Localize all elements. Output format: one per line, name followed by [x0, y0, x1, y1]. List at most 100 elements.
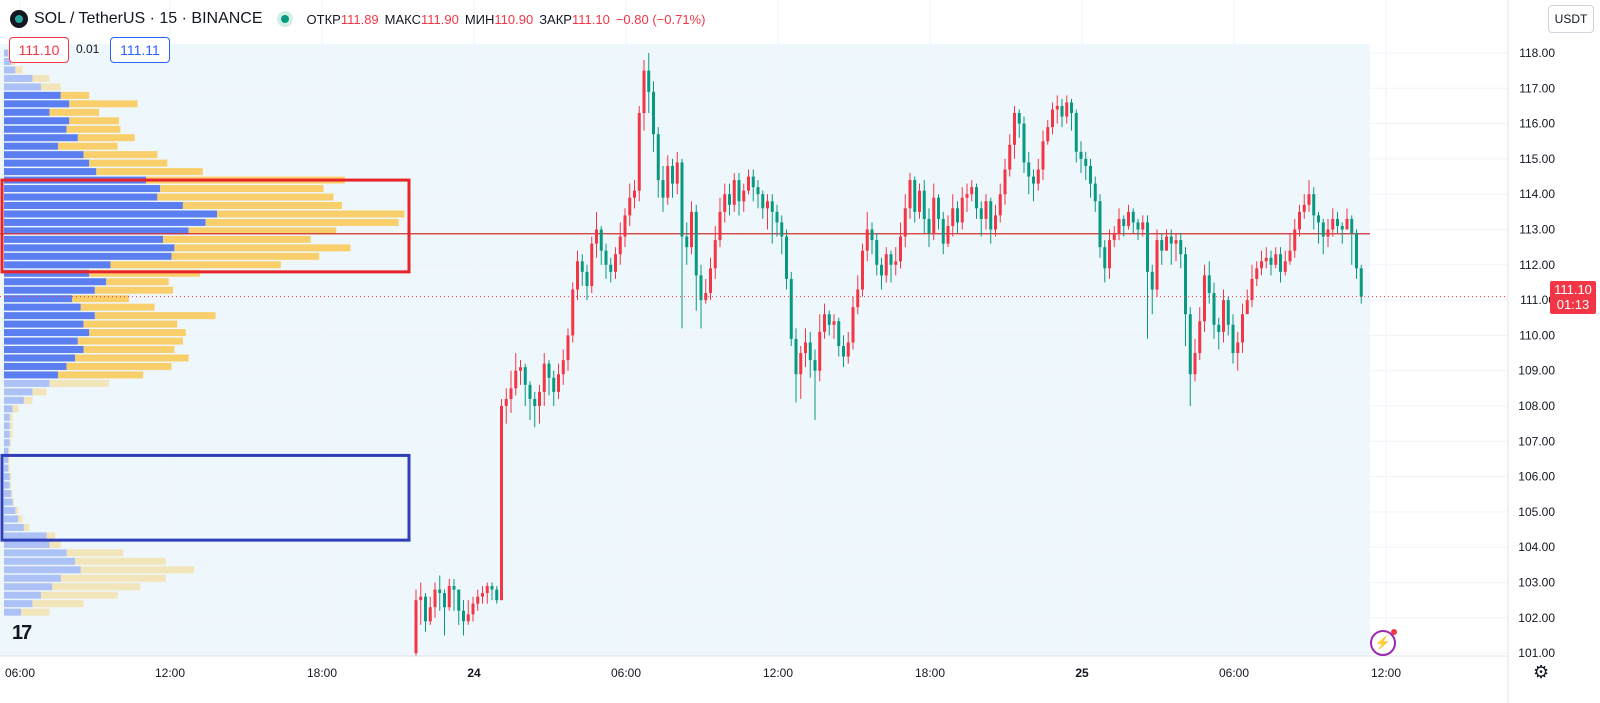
candle-body — [1336, 218, 1339, 226]
price-tick-label: 107.00 — [1518, 434, 1555, 448]
volume-profile-down-bar — [217, 210, 405, 218]
candle-body — [1155, 240, 1159, 290]
volume-profile-up-bar — [4, 244, 175, 252]
candle-body — [851, 307, 855, 343]
candle-body — [1245, 300, 1249, 315]
lightning-icon[interactable]: ⚡ — [1370, 629, 1397, 656]
volume-profile-down-bar — [49, 379, 110, 387]
candle-body — [870, 229, 874, 241]
time-tick-label: 06:00 — [611, 666, 641, 680]
volume-profile-down-bar — [80, 303, 155, 311]
candle-body — [984, 201, 988, 219]
volume-profile-down-bar — [57, 371, 144, 379]
volume-profile-up-bar — [4, 125, 67, 133]
candle-body — [1103, 247, 1107, 269]
price-change: −0.80 (−0.71%) — [615, 11, 706, 27]
volume-profile-down-bar — [163, 235, 311, 243]
candle-body — [1136, 222, 1140, 230]
candle-body — [1093, 183, 1097, 202]
candle-body — [504, 398, 508, 406]
volume-profile-up-bar — [4, 108, 50, 116]
symbol-title[interactable]: SOL / TetherUS · 15 · BINANCE — [34, 10, 263, 27]
time-tick-label: 12:00 — [763, 666, 793, 680]
candle-body — [965, 194, 969, 198]
candle-body — [1217, 324, 1221, 332]
volume-profile-up-bar — [4, 506, 16, 514]
volume-profile-up-bar — [4, 464, 9, 472]
candle-body — [751, 176, 755, 188]
volume-profile-up-bar — [4, 210, 217, 218]
buy-button[interactable]: 111.11 — [110, 37, 170, 63]
price-tick-label: 112.00 — [1519, 258, 1555, 272]
highlight-box-2[interactable] — [0, 453, 411, 542]
candle-body — [623, 215, 627, 237]
volume-profile-down-bar — [23, 523, 30, 531]
candle-body — [661, 180, 665, 198]
candle-body — [884, 254, 888, 276]
candle-body — [680, 162, 684, 237]
volume-profile-down-bar — [72, 295, 129, 303]
volume-profile-up-bar — [4, 456, 9, 464]
candle-body — [671, 165, 674, 184]
currency-button[interactable]: USDT — [1548, 5, 1594, 33]
volume-profile-down-bar — [77, 134, 135, 142]
symbol-header: SOL / TetherUS · 15 · BINANCE ОТКР111.89… — [10, 8, 705, 30]
volume-profile-down-bar — [9, 473, 12, 481]
candle-body — [1298, 211, 1301, 230]
sell-button[interactable]: 111.10 — [9, 37, 69, 63]
candle-body — [970, 187, 974, 195]
candle-body — [1250, 278, 1254, 301]
market-status-icon[interactable] — [276, 11, 293, 27]
volume-profile-up-bar — [4, 405, 13, 413]
candle-body — [823, 314, 826, 332]
candle-body — [647, 70, 651, 92]
volume-profile-up-bar — [4, 540, 50, 548]
candle-body — [927, 218, 931, 234]
candle-body — [1321, 222, 1325, 237]
volume-profile-up-bar — [4, 600, 33, 608]
volume-profile-up-bar — [4, 346, 84, 354]
candle-body — [447, 586, 451, 608]
candle-body — [732, 180, 736, 205]
candle-body — [457, 589, 461, 611]
candle-body — [713, 240, 717, 269]
time-tick-label: 18:00 — [307, 666, 337, 680]
tradingview-logo[interactable]: 17 — [12, 622, 32, 644]
volume-profile-up-bar — [4, 295, 73, 303]
volume-profile-down-bar — [174, 244, 351, 252]
candle-body — [875, 240, 879, 265]
candle-body — [813, 360, 817, 371]
price-tick-label: 106.00 — [1518, 470, 1555, 484]
candle-body — [908, 180, 912, 209]
candle-body — [1207, 275, 1211, 294]
volume-profile-down-bar — [157, 193, 334, 201]
candle-body — [1193, 353, 1197, 375]
candle-body — [500, 406, 503, 601]
candle-body — [1079, 151, 1083, 159]
volume-profile-down-bar — [32, 388, 47, 396]
ohlc-open: ОТКР111.89 — [306, 11, 379, 27]
volume-profile-down-bar — [9, 422, 13, 430]
gear-icon[interactable]: ⚙ — [1533, 662, 1550, 682]
candle-body — [785, 236, 788, 279]
volume-profile-up-bar — [4, 447, 9, 455]
candle-body — [466, 614, 470, 622]
volume-profile-down-bar — [83, 320, 178, 328]
candle-body — [827, 314, 831, 325]
time-tick-label: 12:00 — [1371, 666, 1401, 680]
value-area-background — [0, 44, 1370, 656]
volume-profile-down-bar — [8, 464, 10, 472]
candle-body — [1127, 211, 1130, 226]
candle-body — [1003, 169, 1007, 195]
candle-body — [951, 208, 955, 226]
highlight-box-1[interactable] — [0, 178, 411, 274]
volume-profile-down-bar — [69, 117, 120, 125]
volume-profile-up-bar — [4, 159, 90, 167]
volume-profile-down-bar — [15, 506, 19, 514]
candle-body — [471, 603, 475, 615]
candle-body — [1108, 240, 1111, 269]
candle-body — [1302, 204, 1306, 212]
volume-profile-down-bar — [66, 125, 121, 133]
candle-body — [718, 211, 722, 241]
